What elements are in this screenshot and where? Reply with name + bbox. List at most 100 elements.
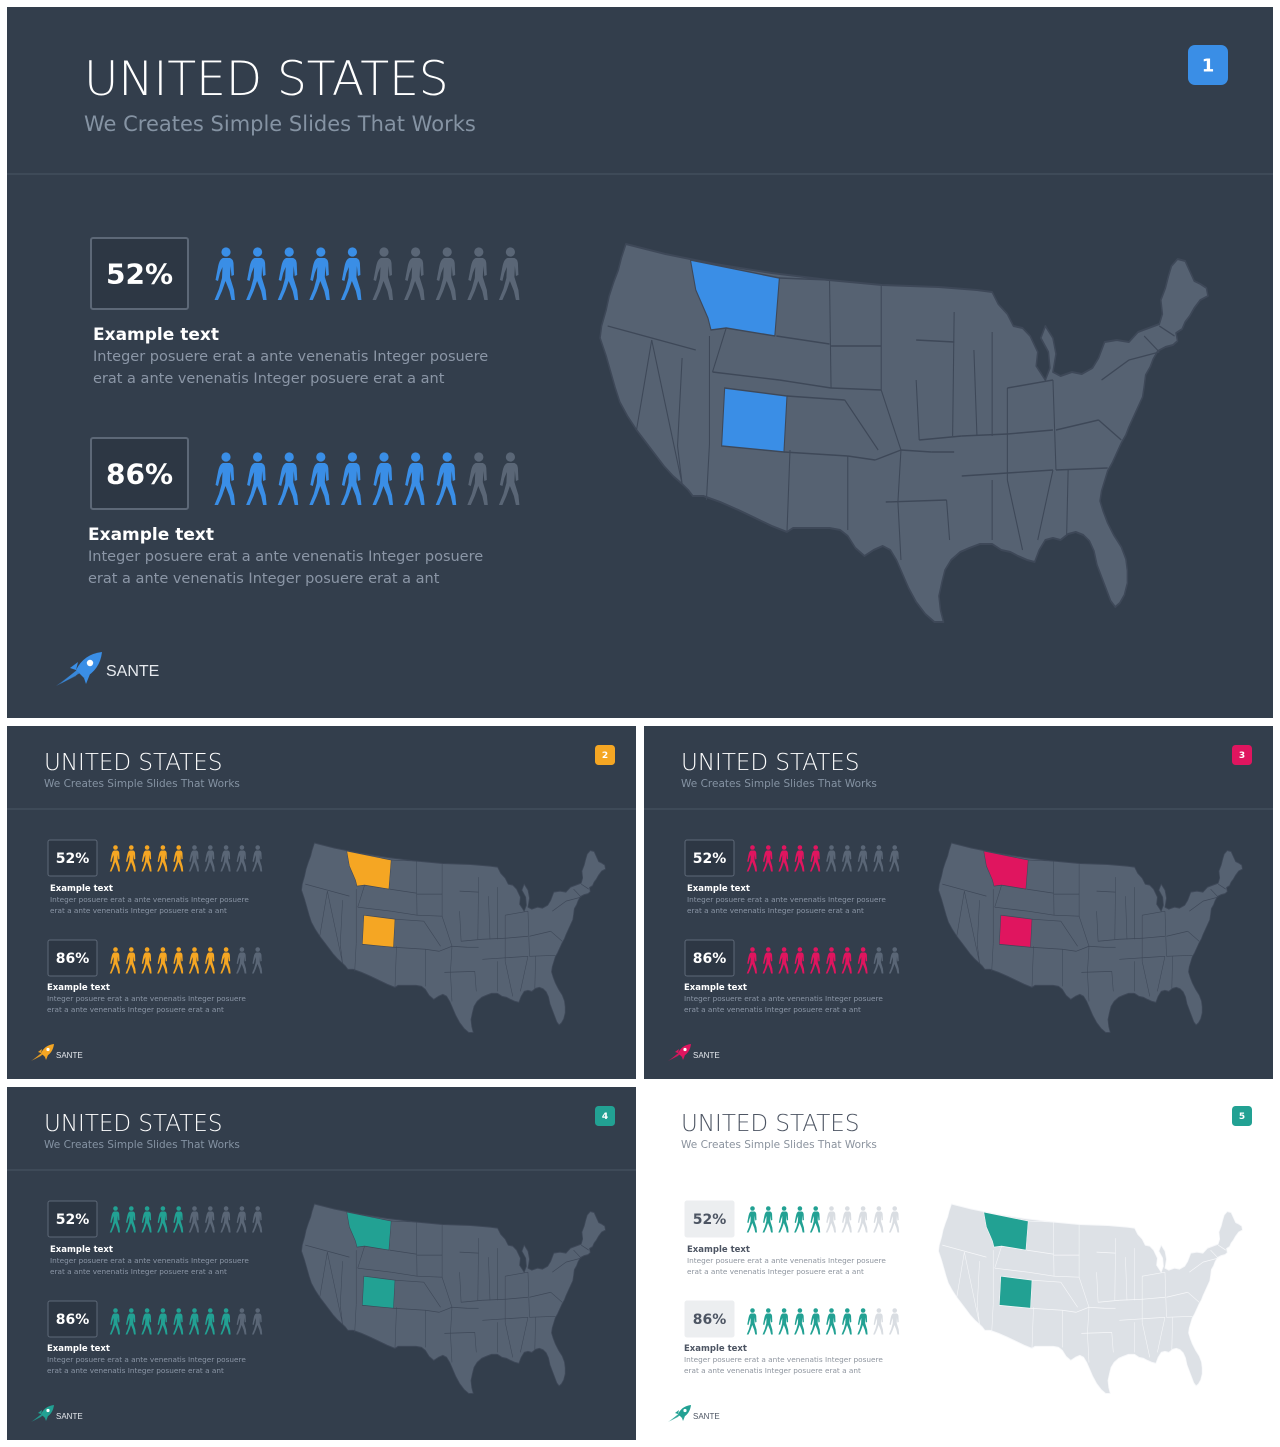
person-icon-filled	[762, 1308, 773, 1335]
person-icon-filled	[125, 947, 136, 974]
person-icon-empty	[873, 1308, 884, 1335]
person-icon-filled	[372, 452, 393, 505]
percent-value: 52%	[56, 1212, 90, 1228]
stat-description-line-1: Integer posuere erat a ante venenatis In…	[93, 349, 488, 365]
person-icon-filled	[794, 947, 805, 974]
person-icon-filled	[141, 1308, 152, 1335]
person-icon-filled	[746, 1206, 757, 1233]
stat-label: Example text	[687, 884, 750, 894]
person-icon-filled	[762, 845, 773, 872]
person-icon-empty	[888, 947, 900, 974]
state-montana[interactable]	[983, 1211, 1029, 1251]
state-montana[interactable]	[689, 259, 780, 337]
person-icon-empty	[188, 1206, 199, 1233]
person-pictogram	[109, 1206, 263, 1233]
percent-box	[684, 1200, 735, 1238]
person-icon-filled	[825, 1308, 836, 1335]
stat-description-line-1: Integer posuere erat a ante venenatis In…	[47, 1355, 246, 1364]
person-icon-filled	[825, 947, 836, 974]
person-icon-empty	[841, 1206, 852, 1233]
stat-description-line-2: erat a ante venenatis Integer posuere er…	[50, 906, 227, 915]
percent-box	[684, 1300, 735, 1338]
slide-number: 2	[602, 751, 608, 761]
state-colorado[interactable]	[362, 1275, 396, 1309]
slide-number-badge	[595, 1106, 615, 1126]
slide-subtitle: We Creates Simple Slides That Works	[681, 778, 877, 790]
person-icon-filled	[141, 1206, 152, 1233]
person-icon-filled	[157, 947, 168, 974]
state-borders	[305, 1220, 589, 1363]
slide-number: 4	[602, 1112, 608, 1122]
state-montana[interactable]	[983, 850, 1029, 890]
slide-number-badge	[1232, 1106, 1252, 1126]
percent-value: 86%	[693, 951, 727, 967]
slide-canvas: UNITED STATES We Creates Simple Slides Th…	[7, 7, 1273, 718]
person-icon-empty	[236, 1308, 247, 1335]
stat-description-line-1: Integer posuere erat a ante venenatis In…	[687, 895, 886, 904]
person-icon-empty	[251, 1206, 263, 1233]
person-icon-filled	[762, 1206, 773, 1233]
us-outline	[599, 243, 1209, 623]
person-pictogram	[109, 845, 263, 872]
slide-number: 3	[1239, 751, 1245, 761]
stat-label: Example text	[687, 1245, 750, 1255]
person-icon-filled	[109, 947, 120, 974]
us-map	[301, 1203, 606, 1394]
person-pictogram	[109, 947, 263, 974]
person-icon-filled	[841, 1308, 852, 1335]
person-icon-empty	[467, 452, 488, 505]
us-outline	[301, 1203, 606, 1394]
person-icon-empty	[873, 845, 884, 872]
percent-value: 86%	[56, 1312, 90, 1328]
person-icon-filled	[277, 247, 299, 300]
person-icon-filled	[125, 845, 136, 872]
slide-3: UNITED STATES We Creates Simple Slides Th…	[644, 726, 1273, 1079]
person-icon-empty	[841, 845, 852, 872]
state-colorado[interactable]	[999, 1275, 1033, 1309]
person-pictogram	[746, 845, 900, 872]
percent-box	[47, 939, 98, 977]
percent-value: 52%	[693, 1212, 727, 1228]
person-icon-filled	[809, 845, 821, 872]
person-icon-filled	[277, 452, 299, 505]
person-icon-empty	[857, 845, 868, 872]
slide-title: UNITED STATES	[84, 52, 449, 107]
person-icon-filled	[246, 247, 267, 300]
person-icon-empty	[825, 845, 836, 872]
us-outline	[938, 1203, 1243, 1394]
person-icon-filled	[157, 845, 168, 872]
person-icon-filled	[857, 1308, 868, 1335]
stat-block-2: 86% Example text Integer posuere erat a an…	[88, 437, 520, 587]
person-icon-filled	[778, 1308, 789, 1335]
person-icon-filled	[172, 1308, 184, 1335]
slide-title: UNITED STATES	[44, 1111, 222, 1137]
percent-value: 52%	[106, 258, 173, 291]
person-icon-filled	[214, 247, 235, 300]
person-icon-filled	[778, 845, 789, 872]
state-colorado[interactable]	[362, 914, 396, 948]
state-colorado[interactable]	[999, 914, 1033, 948]
person-icon-filled	[809, 1308, 821, 1335]
person-icon-empty	[467, 247, 488, 300]
person-icon-filled	[778, 1206, 789, 1233]
stat-description-line-1: Integer posuere erat a ante venenatis In…	[50, 1256, 249, 1265]
stat-label: Example text	[684, 1344, 747, 1354]
slide-subtitle: We Creates Simple Slides That Works	[84, 112, 476, 136]
person-icon-empty	[873, 1206, 884, 1233]
stat-label: Example text	[47, 983, 110, 993]
percent-box	[47, 1200, 98, 1238]
state-montana[interactable]	[346, 1211, 392, 1251]
state-colorado[interactable]	[721, 387, 788, 453]
person-icon-filled	[125, 1206, 136, 1233]
person-pictogram	[746, 1308, 900, 1335]
person-icon-empty	[236, 1206, 247, 1233]
person-icon-filled	[809, 1206, 821, 1233]
percent-box	[684, 839, 735, 877]
person-icon-empty	[188, 845, 199, 872]
stat-description-line-2: erat a ante venenatis Integer posuere er…	[50, 1267, 227, 1276]
person-icon-filled	[188, 1308, 199, 1335]
state-montana[interactable]	[346, 850, 392, 890]
